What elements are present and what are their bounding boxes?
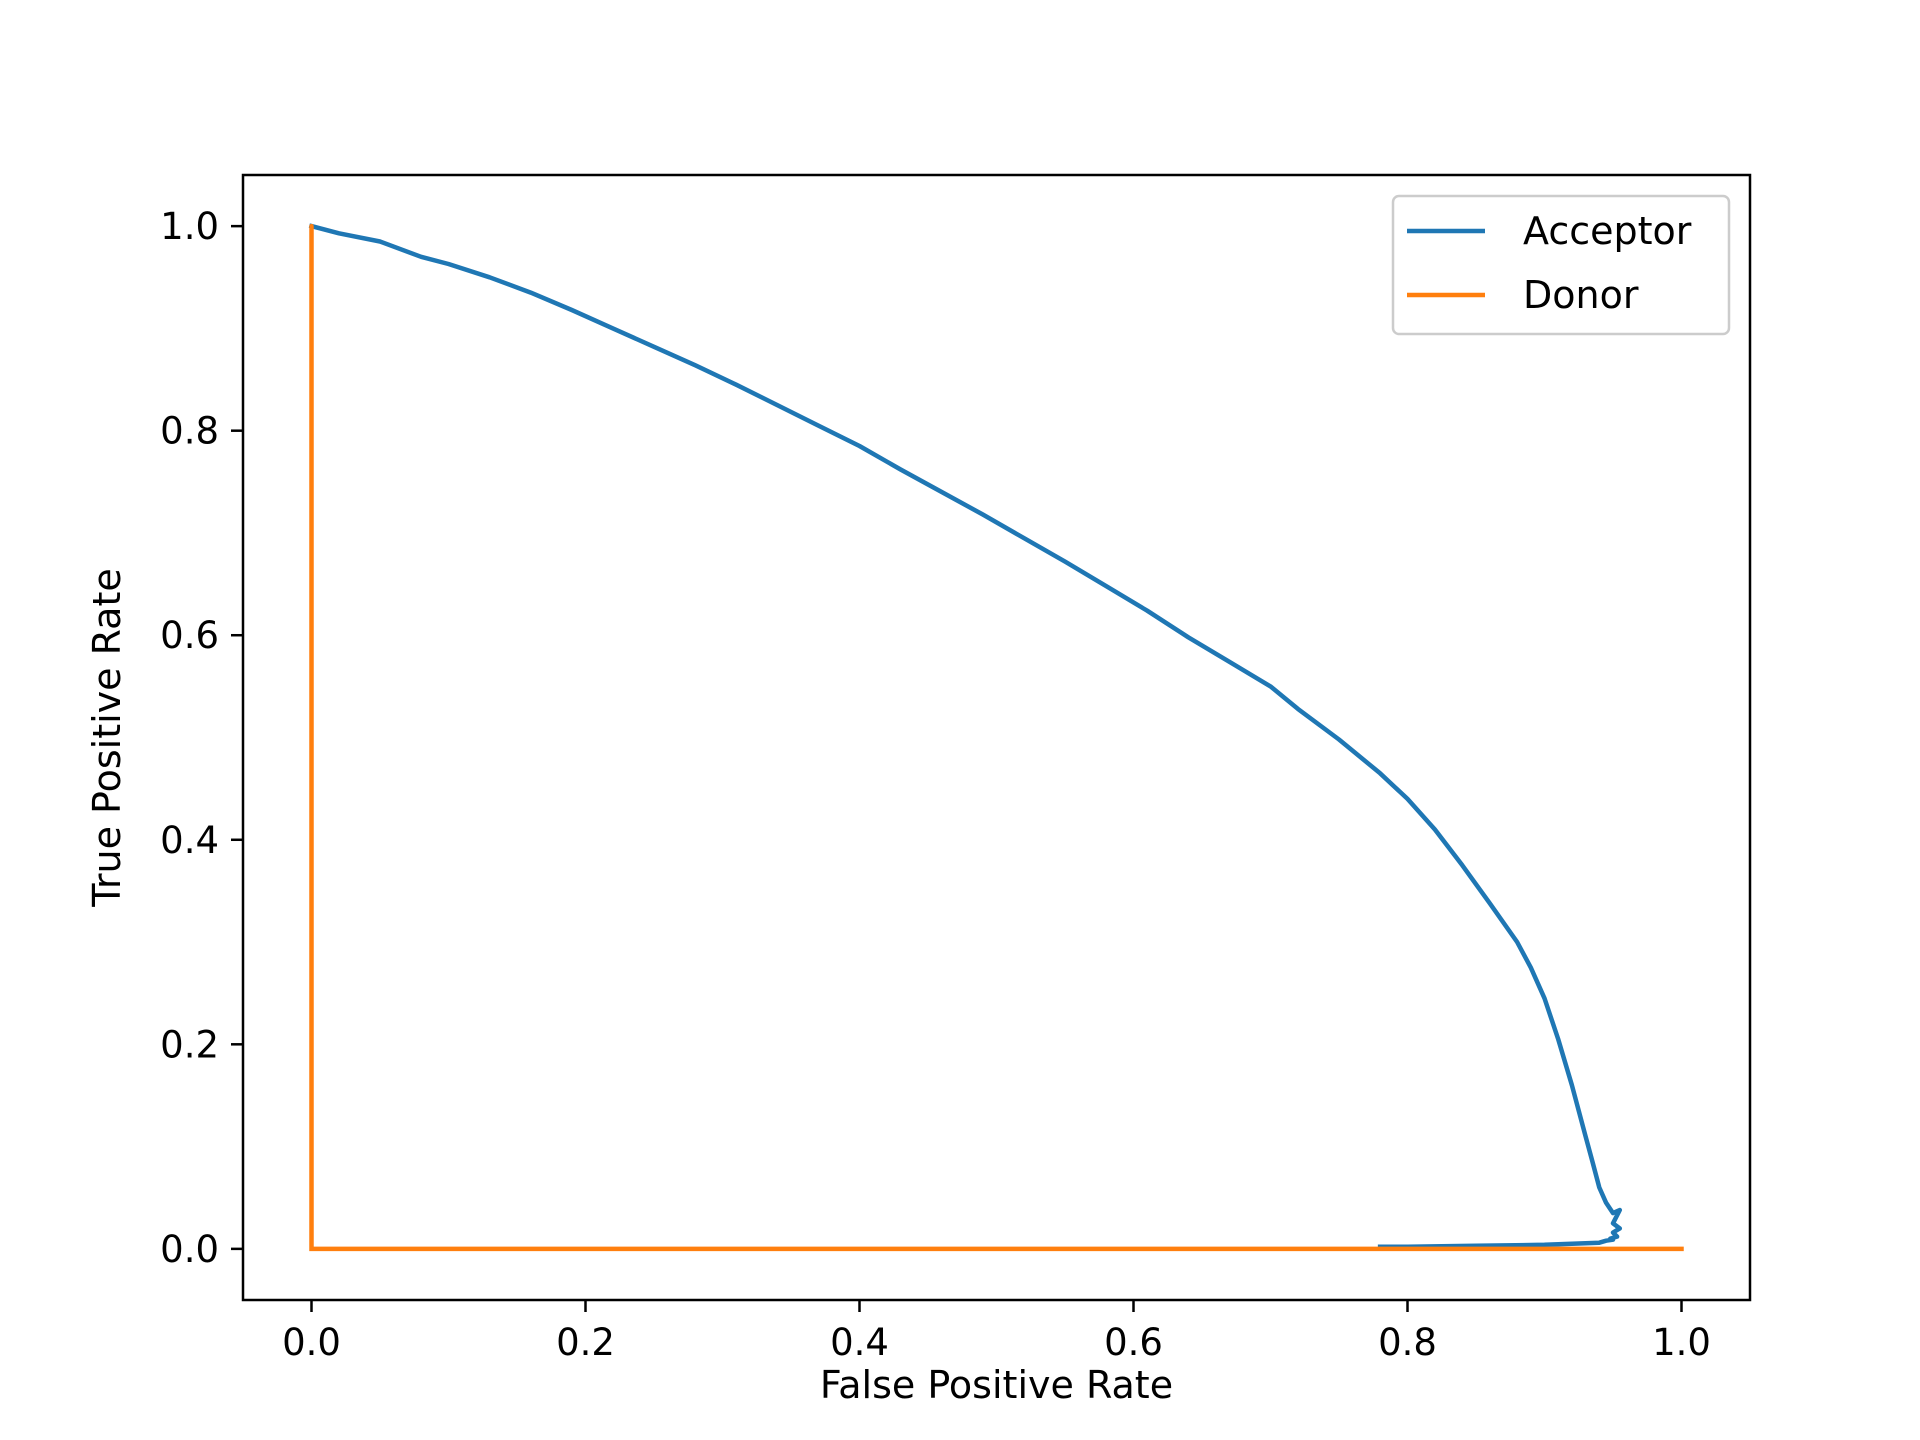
x-tick-label: 0.8 (1378, 1321, 1437, 1364)
legend: Acceptor Donor (1391, 194, 1731, 336)
x-tick-label: 0.2 (556, 1321, 615, 1364)
y-tick-label: 0.0 (160, 1228, 219, 1271)
series-line-donor (309, 223, 1684, 1252)
legend-label-donor: Donor (1523, 273, 1639, 317)
y-tick-label: 0.8 (160, 410, 219, 453)
y-axis-label: True Positive Rate (85, 568, 129, 908)
y-axis-ticks: 0.0 0.2 0.4 0.6 0.8 1.0 (160, 205, 243, 1271)
series-layer (308, 223, 1684, 1252)
plot-frame (241, 173, 1752, 1302)
series-line-acceptor (308, 223, 1623, 1250)
y-tick-label: 1.0 (160, 205, 219, 248)
x-axis-label: False Positive Rate (820, 1363, 1173, 1407)
x-tick-label: 1.0 (1652, 1321, 1711, 1364)
x-tick-label: 0.6 (1104, 1321, 1163, 1364)
x-axis-ticks: 0.0 0.2 0.4 0.6 0.8 1.0 (282, 1300, 1711, 1364)
legend-label-acceptor: Acceptor (1523, 209, 1692, 253)
y-tick-label: 0.4 (160, 819, 219, 862)
x-tick-label: 0.4 (830, 1321, 889, 1364)
x-tick-label: 0.0 (282, 1321, 341, 1364)
y-tick-label: 0.6 (160, 614, 219, 657)
y-tick-label: 0.2 (160, 1023, 219, 1066)
